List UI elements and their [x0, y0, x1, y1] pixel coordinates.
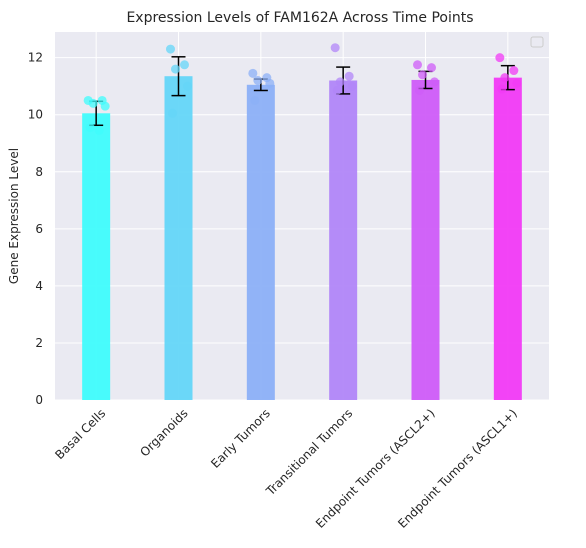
data-point — [183, 81, 192, 91]
data-point — [88, 98, 98, 108]
data-points — [83, 43, 522, 135]
x-tick-label: Transitional Tumors — [263, 406, 356, 499]
data-point — [347, 81, 357, 91]
data-point — [94, 125, 104, 135]
data-point — [265, 78, 275, 88]
data-point — [413, 60, 422, 70]
x-tick-labels: Basal Cells Organoids Early TumorsTransiti… — [52, 406, 520, 531]
data-point — [427, 63, 436, 73]
data-point — [330, 43, 340, 53]
y-tick-label: 10 — [28, 108, 43, 122]
data-point — [509, 66, 519, 76]
y-tick-label: 12 — [28, 51, 43, 65]
plot-background — [55, 32, 549, 400]
y-axis-label: Gene Expression Level — [7, 148, 21, 284]
data-point — [248, 68, 258, 78]
y-tick-label: 4 — [35, 279, 43, 293]
bar — [493, 77, 522, 401]
data-point — [100, 101, 110, 111]
data-point — [497, 84, 507, 94]
x-tick-label: Basal Cells — [52, 406, 108, 462]
data-point — [166, 44, 175, 54]
bar — [329, 80, 358, 400]
y-tick-label: 0 — [35, 393, 43, 407]
data-point — [332, 85, 342, 95]
legend-box — [530, 36, 544, 48]
data-point — [171, 64, 180, 74]
data-point — [418, 70, 427, 80]
bars — [82, 76, 522, 401]
x-tick-label: Early Tumors — [208, 406, 273, 471]
data-point — [500, 73, 510, 83]
y-tick-label: 8 — [35, 165, 43, 179]
data-point — [180, 60, 189, 70]
data-point — [512, 78, 522, 88]
data-point — [335, 77, 345, 87]
data-point — [430, 77, 439, 87]
data-point — [168, 108, 177, 118]
y-tick-label: 2 — [35, 336, 43, 350]
data-point — [344, 71, 354, 81]
data-point — [85, 123, 95, 133]
bar — [411, 79, 440, 400]
data-point — [495, 53, 505, 63]
y-tick-label: 6 — [35, 222, 43, 236]
chart-title: Expression Levels of FAM162A Across Time… — [126, 10, 473, 26]
bar — [246, 84, 275, 400]
y-tick-labels: 0 2 4 6 8 10 12 — [28, 51, 43, 407]
bar — [82, 113, 111, 401]
data-point — [415, 85, 424, 95]
x-tick-label: Organoids — [137, 406, 190, 459]
data-point — [253, 75, 263, 85]
bar — [164, 76, 193, 401]
data-point — [250, 95, 260, 105]
